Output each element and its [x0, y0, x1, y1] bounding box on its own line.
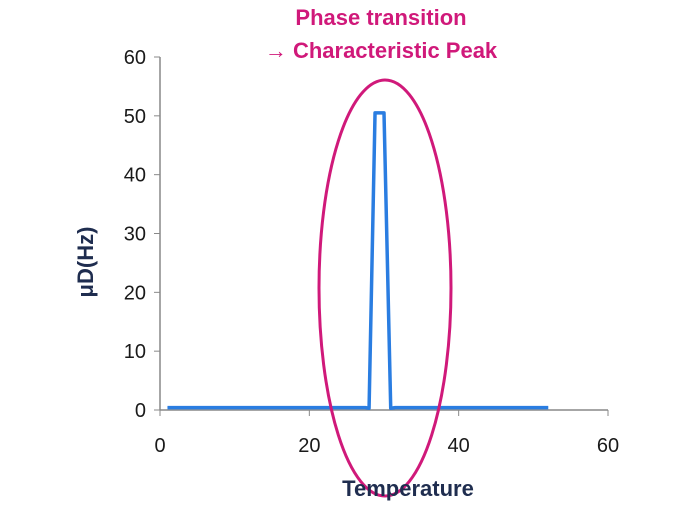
axes: 0 20 40 60 0 10 20 30 40 50 60 [124, 47, 619, 457]
y-tick-label: 50 [124, 106, 146, 128]
y-tick-label: 0 [135, 400, 146, 422]
y-tick-label: 20 [124, 282, 146, 304]
series [167, 111, 549, 410]
y-tick-label: 40 [124, 165, 146, 187]
y-tick-label: 60 [124, 47, 146, 69]
y-axis-label: μD(Hz) [73, 227, 98, 298]
y-tick-label: 30 [124, 224, 146, 246]
x-axis-label: Temperature [342, 476, 474, 501]
x-tick-label: 20 [298, 435, 320, 457]
y-tick-label: 10 [124, 341, 146, 363]
annotation-line1: Phase transition [295, 5, 466, 30]
series-line [167, 111, 549, 410]
peak-highlight-ellipse [317, 78, 453, 498]
x-tick-label: 60 [597, 435, 619, 457]
x-tick-label: 0 [154, 435, 165, 457]
x-tick-label: 40 [448, 435, 470, 457]
annotation-line2: → Characteristic Peak [265, 38, 498, 63]
